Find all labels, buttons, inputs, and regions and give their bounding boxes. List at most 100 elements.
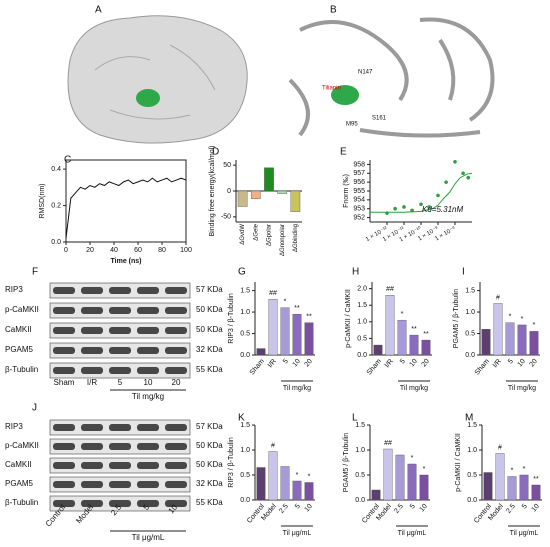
data-point	[466, 175, 471, 180]
panel-label: I	[462, 267, 465, 278]
blot-row-label: PGAM5	[5, 345, 34, 354]
panel-label: L	[352, 413, 358, 424]
bar	[277, 190, 288, 194]
blot-band	[81, 443, 103, 450]
bar	[421, 339, 431, 356]
y-axis-label: RMSD(nm)	[39, 184, 46, 219]
data-point	[436, 193, 440, 198]
bar	[419, 474, 429, 501]
x-tick-label: ΔGpolar	[267, 224, 273, 246]
x-tick-label: 0	[64, 247, 68, 254]
bar	[280, 307, 290, 356]
y-tick-label: 0	[227, 188, 231, 195]
blot-band	[109, 500, 131, 507]
residue-label: Tilianin	[322, 86, 341, 92]
blot-band	[165, 462, 187, 469]
bar	[407, 463, 417, 501]
bar	[529, 331, 539, 356]
x-tick-label: Sham	[474, 358, 491, 377]
bar	[481, 329, 491, 356]
y-axis-label: p-CaMKII / CaMKII	[455, 433, 462, 492]
data-point	[419, 202, 423, 207]
y-tick-label: 0.4	[51, 166, 61, 173]
y-axis-label: Fnorm (‰)	[343, 174, 350, 208]
bar	[397, 319, 407, 356]
x-tick-label: 10	[419, 503, 429, 514]
y-tick-label: 0.0	[467, 497, 477, 504]
x-tick-label: 20	[86, 247, 94, 254]
bar	[292, 314, 302, 356]
y-tick-label: 956	[353, 179, 365, 186]
y-tick-label: 955	[353, 188, 365, 195]
x-tick-label: 10	[531, 503, 541, 514]
ribbon-structure	[288, 17, 495, 138]
significance-label: **	[306, 314, 312, 321]
blot-band	[81, 327, 103, 334]
bar	[409, 334, 419, 356]
lane-label: Sham	[54, 378, 75, 387]
y-tick-label: 0.2	[51, 202, 61, 209]
panel-label: H	[352, 267, 359, 278]
blot-band	[165, 424, 187, 431]
y-tick-label: 2.0	[357, 285, 367, 292]
y-tick-label: 0.5	[240, 330, 250, 337]
significance-label: #	[496, 294, 500, 301]
significance-label: *	[284, 299, 287, 306]
bar	[237, 190, 248, 207]
surface-structure	[67, 15, 248, 144]
bar	[383, 448, 393, 501]
significance-label: *	[411, 455, 414, 462]
y-tick-label: 1.5	[240, 287, 250, 294]
blot-size-label: 55 KDa	[196, 498, 223, 507]
x-tick-label: 5	[409, 503, 417, 511]
x-tick-label: I/R	[267, 358, 278, 369]
group-label: Til μg/mL	[283, 530, 312, 537]
bar	[292, 480, 302, 501]
bar	[280, 466, 290, 501]
x-tick-label: 5	[294, 503, 302, 511]
blot-band	[137, 307, 159, 314]
x-tick-label: ΔGnonpolar	[280, 224, 286, 256]
blot-band	[81, 500, 103, 507]
blot-band	[165, 500, 187, 507]
significance-label: *	[521, 316, 524, 323]
significance-label: ##	[269, 290, 277, 297]
y-tick-label: 0.5	[357, 335, 367, 342]
blot-row-label: PGAM5	[5, 479, 34, 488]
blot-size-label: 57 KDa	[196, 422, 223, 431]
y-tick-label: 958	[353, 161, 365, 168]
bar	[268, 298, 278, 356]
data-point	[444, 180, 448, 184]
y-tick-label: 0.0	[240, 352, 250, 359]
bar	[395, 454, 405, 501]
x-tick-label: 2.5	[505, 503, 517, 515]
y-tick-label: 0.0	[357, 352, 367, 359]
significance-label: *	[401, 311, 404, 318]
x-tick-label: ΔGvdW	[240, 224, 246, 245]
lane-label: I/R	[87, 378, 97, 387]
group-label: Til μg/mL	[398, 530, 427, 537]
bar	[256, 348, 266, 356]
x-tick-label: 10	[292, 358, 302, 369]
y-tick-label: 1.5	[357, 302, 367, 309]
x-tick-label: ΔGbinding	[293, 224, 299, 252]
bar	[268, 451, 278, 501]
y-tick-label: 954	[353, 197, 365, 204]
significance-label: *	[533, 322, 536, 329]
blot-band	[137, 327, 159, 334]
blot-band	[165, 367, 187, 374]
bar	[256, 467, 266, 501]
y-tick-label: 0.5	[240, 472, 250, 479]
significance-label: **	[533, 476, 539, 483]
blot-band	[137, 462, 159, 469]
blot-band	[53, 443, 75, 450]
x-tick-label: 2.5	[393, 503, 405, 515]
blot-band	[165, 443, 187, 450]
blot-band	[109, 367, 131, 374]
y-tick-label: 0.5	[467, 472, 477, 479]
blot-size-label: 32 KDa	[196, 345, 223, 354]
blot-size-label: 55 KDa	[196, 365, 223, 374]
group-label: Til mg/kg	[508, 385, 536, 392]
blot-band	[137, 367, 159, 374]
